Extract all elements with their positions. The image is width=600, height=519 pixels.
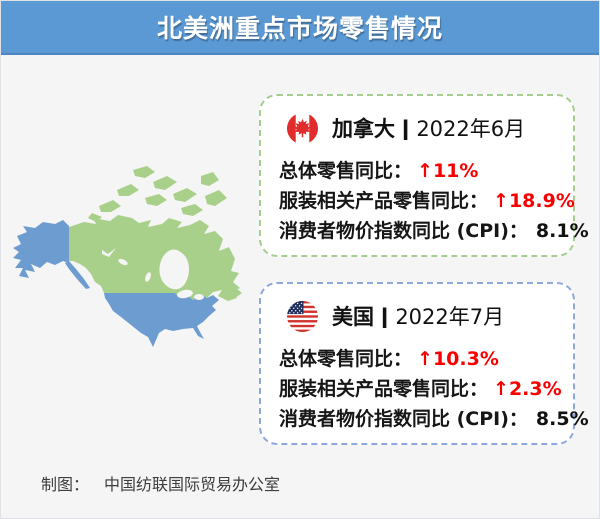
stat-label: 总体零售同比： xyxy=(279,160,413,182)
stat-cpi: 消费者物价指数同比 (CPI)： 8.1% xyxy=(279,216,589,246)
title-bar: 北美洲重点市场零售情况 xyxy=(1,1,599,55)
stat-overall-retail: 总体零售同比： ↑10.3% xyxy=(279,344,559,374)
country-name: 美国 xyxy=(332,305,374,329)
map-region-canada xyxy=(69,166,242,301)
stat-value: ↑2.3% xyxy=(493,378,562,400)
stat-overall-retail: 总体零售同比： ↑11% xyxy=(279,156,559,186)
credit-value: 中国纺联国际贸易办公室 xyxy=(104,475,281,494)
north-america-map xyxy=(13,166,242,347)
header-separator: | xyxy=(399,116,412,140)
report-period: 2022年6月 xyxy=(416,117,526,141)
usa-card: 美国 | 2022年7月 总体零售同比： ↑10.3% 服装相关产品零售同比： ↑2… xyxy=(259,282,589,445)
stat-apparel-retail: 服装相关产品零售同比： ↑18.9% xyxy=(279,186,575,216)
map-lakes xyxy=(102,248,204,300)
up-arrow-icon: ↑ xyxy=(417,160,433,182)
page-title: 北美洲重点市场零售情况 xyxy=(156,14,443,43)
canada-flag-icon xyxy=(287,112,318,144)
credit-label: 制图： xyxy=(41,475,90,494)
stat-label: 服装相关产品零售同比： xyxy=(279,190,489,212)
canada-stats: 总体零售同比： ↑11% 服装相关产品零售同比： ↑18.9% 消费者物价指数同比 … xyxy=(279,156,589,246)
stat-label: 服装相关产品零售同比： xyxy=(279,378,489,400)
up-arrow-icon: ↑ xyxy=(493,378,509,400)
stat-value: 8.1% xyxy=(535,220,589,242)
stat-value: ↑11% xyxy=(417,160,479,182)
credit-line: 制图： 中国纺联国际贸易办公室 xyxy=(41,471,280,495)
usa-card-header: 美国 | 2022年7月 xyxy=(287,300,559,332)
stat-value: ↑10.3% xyxy=(417,348,499,370)
header-separator: | xyxy=(378,304,391,328)
stat-label: 消费者物价指数同比 (CPI)： xyxy=(279,408,528,430)
up-arrow-icon: ↑ xyxy=(417,348,433,370)
stat-apparel-retail: 服装相关产品零售同比： ↑2.3% xyxy=(279,374,562,404)
usa-stats: 总体零售同比： ↑10.3% 服装相关产品零售同比： ↑2.3% 消费者物价指数同比… xyxy=(279,344,589,434)
stat-label: 总体零售同比： xyxy=(279,348,413,370)
usa-flag-icon xyxy=(287,300,318,332)
stat-cpi: 消费者物价指数同比 (CPI)： 8.5% xyxy=(279,404,589,434)
stat-label: 消费者物价指数同比 (CPI)： xyxy=(279,220,528,242)
canada-card-header: 加拿大 | 2022年6月 xyxy=(287,112,559,144)
canada-card: 加拿大 | 2022年6月 总体零售同比： ↑11% 服装相关产品零售同比： ↑18… xyxy=(259,94,589,257)
report-period: 2022年7月 xyxy=(395,305,505,329)
country-name: 加拿大 xyxy=(332,117,395,141)
stat-value: ↑18.9% xyxy=(493,190,575,212)
map-region-usa xyxy=(13,220,219,347)
stat-value: 8.5% xyxy=(535,408,589,430)
up-arrow-icon: ↑ xyxy=(493,190,509,212)
